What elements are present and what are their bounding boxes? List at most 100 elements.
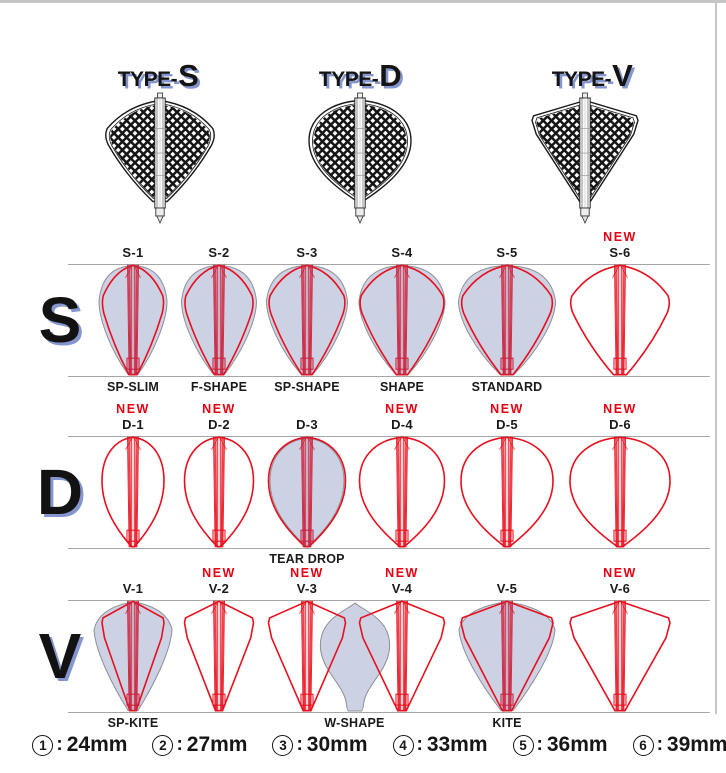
flight-code: S-6 (609, 245, 631, 260)
legend-separator: : (536, 734, 543, 755)
type-s-letter: S (178, 58, 199, 93)
w-shape-silhouette (319, 602, 390, 712)
type-s-flight-graphic (105, 92, 215, 224)
row-rule-top (68, 436, 710, 437)
legend-size: 24mm (66, 733, 128, 756)
type-d-letter: D (379, 58, 402, 93)
flight-graphic-s-2 (180, 264, 258, 376)
row-rule-top (68, 264, 710, 265)
legend-item: 1:24mm (32, 733, 127, 757)
flight-graphic-d-1 (101, 436, 165, 548)
flight-code: S-2 (208, 245, 230, 260)
type-v-letter: V (612, 58, 633, 93)
legend-item: 4:33mm (392, 733, 488, 757)
new-badge: NEW (202, 566, 236, 580)
flight-graphic-v-3 (267, 600, 347, 712)
row-rule-bottom (68, 712, 710, 713)
flight-name: STANDARD (471, 380, 543, 394)
new-badge: NEW (202, 402, 236, 416)
type-s-prefix: TYPE- (117, 68, 178, 91)
page-edge-right (715, 0, 717, 714)
type-d-label: TYPE-D (318, 58, 402, 94)
legend-size: 30mm (306, 733, 368, 756)
flight-code: S-1 (122, 245, 144, 260)
legend-separator: : (296, 734, 303, 755)
new-badge: NEW (385, 566, 419, 580)
type-v-prefix: TYPE- (551, 68, 612, 91)
flight-code: D-6 (609, 417, 631, 432)
flight-graphic-s-4 (358, 264, 446, 376)
flight-code: D-1 (122, 417, 144, 432)
new-badge: NEW (603, 230, 637, 244)
row-rule-bottom (68, 548, 710, 549)
legend-circled-number: 3 (272, 734, 294, 756)
row-letter-d: D (36, 456, 84, 528)
new-badge: NEW (290, 566, 324, 580)
flight-graphic-d-2 (183, 436, 255, 548)
type-v-label: TYPE-V (552, 58, 633, 94)
flight-graphic-v-5 (458, 600, 556, 712)
new-badge: NEW (490, 402, 524, 416)
new-badge: NEW (116, 402, 150, 416)
flight-code: S-3 (296, 245, 318, 260)
flight-graphic-v-6 (569, 600, 671, 712)
row-rule-top (68, 600, 710, 601)
legend-circled-number: 5 (512, 734, 534, 756)
legend-circled-number: 6 (632, 734, 654, 756)
flight-code: V-1 (122, 581, 144, 596)
flight-code: V-4 (391, 581, 413, 596)
flight-code: D-5 (496, 417, 518, 432)
flight-code: V-6 (609, 581, 631, 596)
row-letter-s: S (38, 284, 82, 356)
flight-graphic-v-2 (183, 600, 255, 712)
flight-graphic-s-5 (457, 264, 557, 376)
legend-circled-number: 4 (392, 734, 414, 756)
flight-name: SP-SLIM (106, 380, 160, 394)
page-edge-top (0, 0, 726, 3)
flight-graphic-v-1 (93, 600, 173, 712)
flight-code: D-4 (391, 417, 413, 432)
legend-item: 2:27mm (152, 733, 247, 757)
legend-item: 3:30mm (272, 733, 368, 757)
type-d-prefix: TYPE- (318, 68, 379, 91)
flight-graphic-s-6 (569, 264, 671, 376)
legend-separator: : (656, 734, 663, 755)
flight-name: KITE (492, 716, 522, 730)
flight-name: SP-KITE (107, 716, 159, 730)
legend-separator: : (176, 734, 183, 755)
type-v-flight-graphic (531, 92, 639, 224)
flight-code: S-4 (391, 245, 413, 260)
new-badge: NEW (603, 402, 637, 416)
legend-circled-number: 2 (152, 734, 174, 756)
row-rule-bottom (68, 376, 710, 377)
flight-code: V-3 (296, 581, 318, 596)
legend-separator: : (56, 734, 63, 755)
new-badge: NEW (603, 566, 637, 580)
flight-name: SP-SHAPE (274, 380, 340, 394)
legend-circled-number: 1 (32, 734, 54, 756)
flight-graphic-d-6 (569, 436, 671, 548)
flight-code: D-3 (296, 417, 318, 432)
flight-name: F-SHAPE (190, 380, 248, 394)
flight-name: SHAPE (379, 380, 425, 394)
legend-size: 33mm (426, 733, 488, 756)
flight-graphic-d-5 (460, 436, 554, 548)
flight-code: S-5 (496, 245, 518, 260)
size-legend: 1:24mm 2:27mm 3:30mm 4:33mm 5:36mm 6:39m… (32, 733, 726, 757)
legend-size: 27mm (186, 733, 248, 756)
new-badge: NEW (385, 402, 419, 416)
flight-code: V-2 (208, 581, 230, 596)
w-shape-label: W-SHAPE (324, 716, 385, 730)
flight-graphic-d-4 (358, 436, 446, 548)
row-letter-v: V (38, 620, 82, 692)
flight-graphic-s-1 (98, 264, 168, 376)
flight-name: TEAR DROP (269, 552, 345, 566)
type-s-label: TYPE-S (118, 58, 199, 94)
flight-graphic-d-3 (267, 436, 347, 548)
flight-code: V-5 (496, 581, 518, 596)
type-d-flight-graphic (308, 92, 412, 224)
legend-size: 36mm (546, 733, 608, 756)
legend-size: 39mm (666, 733, 726, 756)
legend-item: 5:36mm (512, 733, 608, 757)
